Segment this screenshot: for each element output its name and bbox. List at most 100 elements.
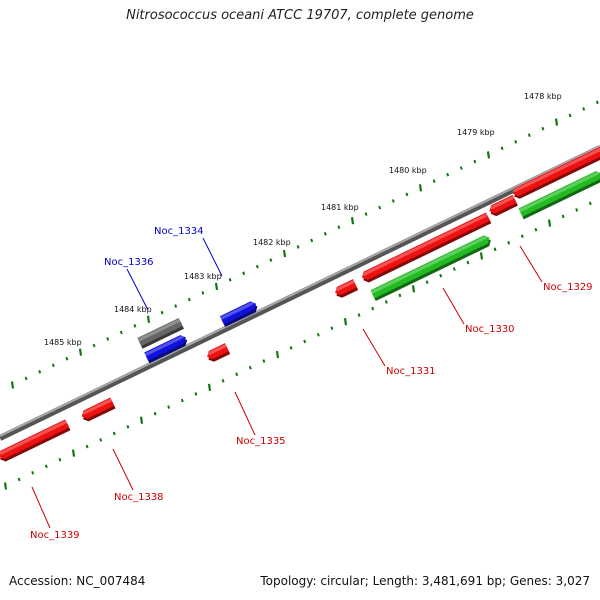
gene-noc-1334-body <box>219 301 257 325</box>
gene-forward-1-highlight <box>518 171 600 213</box>
gene-noc-1334[interactable] <box>219 300 259 328</box>
outer-tick-mark <box>514 139 518 144</box>
leader-noc-1331 <box>362 328 386 367</box>
inner-tick-mark <box>235 372 239 377</box>
gene-label-noc-1329[interactable]: Noc_1329 <box>543 282 593 293</box>
accession-text: Accession: NC_007484 <box>9 574 146 588</box>
outer-tick-mark <box>527 133 531 138</box>
outer-tick-mark <box>500 146 504 151</box>
gene-label-noc-1330[interactable]: Noc_1330 <box>465 324 515 335</box>
outer-tick-mark <box>201 291 205 295</box>
outer-tick-mark <box>65 356 69 361</box>
gene-noc-1329-upper-highlight <box>512 147 600 192</box>
gene-label-noc-1331[interactable]: Noc_1331 <box>386 366 436 377</box>
inner-tick-mark <box>520 234 524 239</box>
inner-tick-mark <box>330 326 334 331</box>
outer-tick-mark <box>364 212 368 216</box>
gene-noc-1329-upper-body <box>512 146 600 197</box>
gene-noc-1334-highlight <box>220 301 256 320</box>
inner-tick-mark <box>439 273 443 278</box>
outer-tick-mark <box>255 264 259 269</box>
outer-tick-mark <box>541 126 545 131</box>
inner-tick-mark <box>180 398 184 403</box>
gene-noc-1336-gray-body <box>137 317 183 347</box>
inner-tick-mark <box>575 208 579 212</box>
outer-tick-mark <box>282 249 287 258</box>
inner-tick-mark <box>479 252 484 260</box>
outer-tick-mark <box>296 245 300 249</box>
gene-noc-1331[interactable] <box>333 279 359 299</box>
gene-features <box>0 146 600 463</box>
gene-forward-1[interactable] <box>518 169 600 220</box>
outer-tick-mark <box>24 376 28 381</box>
tick-label-1479: 1479 kbp <box>457 128 495 137</box>
gene-label-noc-1336[interactable]: Noc_1336 <box>104 257 154 268</box>
gene-noc-1336-highlight <box>144 335 185 357</box>
outer-tick-mark <box>174 304 178 308</box>
inner-tick-mark <box>139 416 144 424</box>
leader-noc-1329 <box>519 245 543 283</box>
gene-noc-1336[interactable] <box>144 333 189 364</box>
gene-forward-1-body <box>518 171 600 217</box>
outer-tick-mark <box>418 184 423 192</box>
gene-noc-1330-highlight <box>361 213 488 276</box>
gene-noc-1335[interactable] <box>205 343 231 363</box>
outer-tick-mark <box>595 100 599 105</box>
outer-tick-mark <box>78 348 83 356</box>
outer-tick-mark <box>106 337 110 341</box>
inner-tick-mark <box>99 438 103 442</box>
leader-noc-1338 <box>112 448 134 491</box>
inner-tick-mark <box>126 425 130 429</box>
outer-tick-mark <box>310 238 314 243</box>
inner-tick-mark <box>167 405 171 409</box>
gene-noc-1330-forward-highlight <box>370 235 489 294</box>
inner-tick-mark <box>411 285 416 293</box>
gene-noc-1330-body <box>361 212 490 280</box>
inner-tick-mark <box>507 240 511 245</box>
gene-noc-1330[interactable] <box>360 212 492 284</box>
inner-tick-mark <box>547 219 552 227</box>
gene-noc-1339-body <box>0 419 70 459</box>
inner-tick-mark <box>221 379 225 383</box>
tick-label-1481: 1481 kbp <box>321 203 359 212</box>
outer-tick-mark <box>269 258 273 262</box>
gene-leader-lines <box>31 237 543 529</box>
outer-tick-mark <box>378 205 382 210</box>
outer-tick-mark <box>459 166 463 170</box>
gene-noc-1339[interactable] <box>0 419 71 463</box>
outer-tick-mark <box>228 278 232 282</box>
outer-tick-mark <box>446 172 450 177</box>
gene-noc-1329-upper[interactable] <box>511 146 600 200</box>
tick-label-1478: 1478 kbp <box>524 92 562 101</box>
gene-label-noc-1334[interactable]: Noc_1334 <box>154 226 204 237</box>
outer-tick-mark <box>160 310 164 315</box>
inner-tick-mark <box>153 411 157 416</box>
gene-noc-1329b[interactable] <box>487 194 518 218</box>
inner-tick-mark <box>248 365 252 370</box>
outer-tick-mark <box>568 113 572 118</box>
gene-label-noc-1338[interactable]: Noc_1338 <box>114 492 164 503</box>
gene-noc-1338[interactable] <box>80 397 116 424</box>
gene-label-noc-1335[interactable]: Noc_1335 <box>236 436 286 447</box>
gene-noc-1330-forward[interactable] <box>370 234 493 302</box>
inner-tick-mark <box>207 383 212 392</box>
outer-tick-mark <box>214 282 219 291</box>
outer-tick-mark <box>486 151 491 159</box>
gene-label-noc-1339[interactable]: Noc_1339 <box>30 530 80 541</box>
gene-noc-1336-gray[interactable] <box>137 317 184 349</box>
outer-tick-mark <box>432 179 436 184</box>
genome-summary-text: Topology: circular; Length: 3,481,691 bp… <box>260 574 590 588</box>
gene-noc-1329b-highlight <box>488 195 515 210</box>
inner-tick-mark <box>357 313 361 317</box>
outer-tick-mark <box>10 381 15 389</box>
gene-noc-1336-body <box>144 335 186 361</box>
outer-tick-mark <box>119 330 123 335</box>
tick-label-1480: 1480 kbp <box>389 166 427 175</box>
gene-noc-1338-highlight <box>80 398 113 415</box>
outer-tick-mark <box>92 343 96 348</box>
inner-tick-mark <box>289 346 293 350</box>
inner-tick-mark <box>343 318 348 326</box>
outer-tick-mark <box>391 199 395 203</box>
inner-tick-mark <box>466 260 470 265</box>
gene-noc-1338-body <box>81 397 115 419</box>
